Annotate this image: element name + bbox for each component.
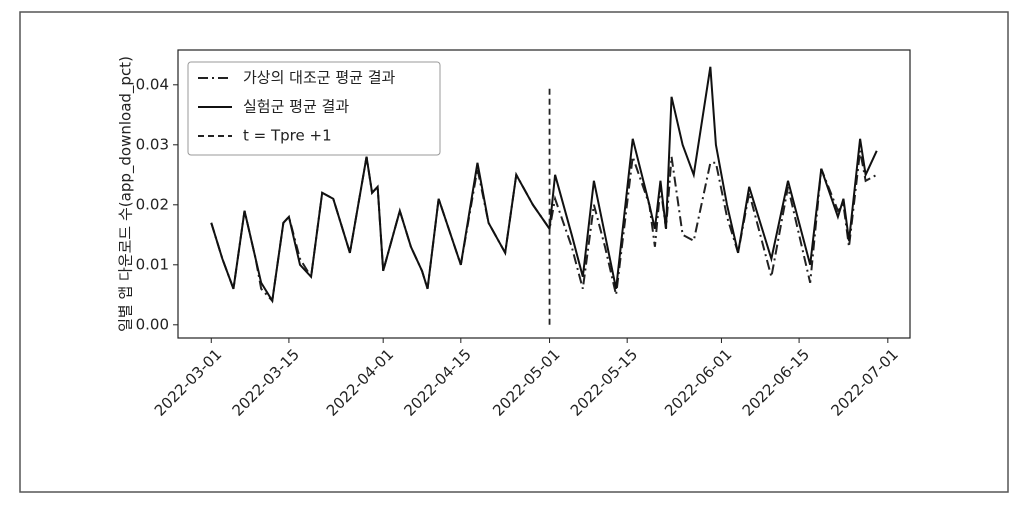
y-tick-label: 0.04: [136, 75, 169, 93]
x-tick-label: 2022-06-01: [661, 345, 735, 419]
x-tick-label: 2022-05-15: [567, 345, 641, 419]
legend-label: t = Tpre +1: [243, 127, 332, 145]
x-tick-label: 2022-04-01: [323, 345, 397, 419]
frame: [19, 11, 1009, 493]
y-tick-label: 0.00: [136, 315, 169, 333]
x-tick-label: 2022-03-01: [151, 345, 225, 419]
y-tick-label: 0.03: [136, 135, 169, 153]
x-tick-label: 2022-06-15: [739, 345, 813, 419]
x-tick-label: 2022-05-01: [489, 345, 563, 419]
y-tick-label: 0.02: [136, 195, 169, 213]
x-tick-label: 2022-07-01: [827, 345, 901, 419]
series-line: [210, 150, 878, 304]
x-tick-label: 2022-04-15: [400, 345, 474, 419]
legend-label: 실험군 평균 결과: [243, 98, 349, 116]
series-line: [210, 66, 878, 304]
y-axis-label: 일별 앱 다운로드 수(app_download_pct): [117, 56, 136, 332]
y-tick-label: 0.01: [136, 255, 169, 273]
x-tick-label: 2022-03-15: [229, 345, 303, 419]
legend-label: 가상의 대조군 평균 결과: [243, 69, 396, 87]
plot-area: [177, 49, 911, 339]
legend-box: [187, 61, 441, 156]
